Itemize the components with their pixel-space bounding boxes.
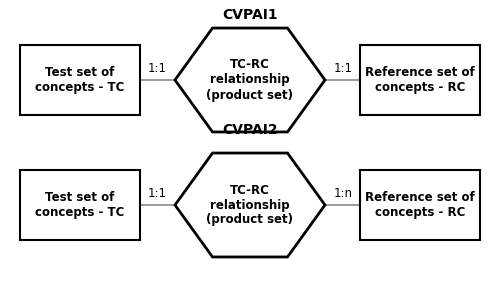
Text: TC-RC
relationship
(product set): TC-RC relationship (product set) xyxy=(206,58,294,101)
Polygon shape xyxy=(175,153,325,257)
Polygon shape xyxy=(175,28,325,132)
FancyBboxPatch shape xyxy=(20,170,140,240)
FancyBboxPatch shape xyxy=(360,170,480,240)
Text: Reference set of
concepts - RC: Reference set of concepts - RC xyxy=(365,66,475,94)
FancyBboxPatch shape xyxy=(360,45,480,115)
FancyBboxPatch shape xyxy=(20,45,140,115)
Text: TC-RC
relationship
(product set): TC-RC relationship (product set) xyxy=(206,184,294,227)
Text: 1:n: 1:n xyxy=(334,187,352,200)
Text: 1:1: 1:1 xyxy=(148,62,167,75)
Text: Test set of
concepts - TC: Test set of concepts - TC xyxy=(36,191,124,219)
Text: 1:1: 1:1 xyxy=(334,62,352,75)
Text: Reference set of
concepts - RC: Reference set of concepts - RC xyxy=(365,191,475,219)
Text: CVPAI2: CVPAI2 xyxy=(222,123,278,137)
Text: Test set of
concepts - TC: Test set of concepts - TC xyxy=(36,66,124,94)
Text: CVPAI1: CVPAI1 xyxy=(222,8,278,22)
Text: 1:1: 1:1 xyxy=(148,187,167,200)
